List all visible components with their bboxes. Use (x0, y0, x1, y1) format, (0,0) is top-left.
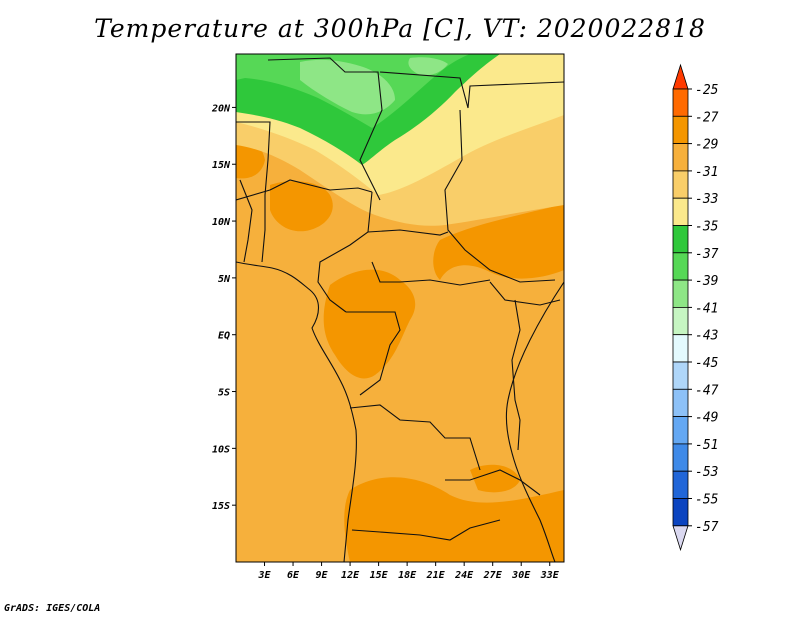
colorbar-top-arrow (672, 63, 689, 90)
map-plot-area (236, 54, 564, 562)
colorbar-label: -43 (695, 329, 718, 344)
colorbar-label: -53 (695, 465, 718, 480)
colorbar-label: -49 (695, 411, 718, 426)
colorbar-label: -51 (695, 438, 718, 453)
longitude-axis: 3E 6E 9E 12E 15E 18E 21E 24E 27E 30E 33E (257, 562, 560, 581)
temp-band-warm-central (323, 269, 416, 379)
colorbar-segment (672, 498, 689, 527)
colorbar-label: -45 (695, 356, 719, 371)
map-title: Temperature at 300hPa [C], VT: 202002281… (94, 14, 706, 43)
lon-label: 15E (370, 570, 389, 581)
lat-label: 15S (212, 501, 230, 512)
border-car (367, 229, 449, 236)
border-chad-sudan (444, 109, 556, 283)
latitude-axis: 20N 15N 10N 5N EQ 5S 10S 15S (211, 103, 236, 512)
colorbar: -25 -27 -29 -31 -33 -35 -37 -39 -41 -43 -45 -47 -49 -… (672, 63, 719, 552)
lat-label: 10N (212, 217, 231, 228)
colorbar-bottom-arrow (672, 525, 689, 552)
colorbar-label: -31 (695, 165, 718, 180)
colorbar-label: -55 (695, 493, 719, 508)
lon-label: 3E (257, 570, 271, 581)
colorbar-label: -35 (695, 220, 719, 235)
border-east-africa (489, 281, 561, 306)
colorbar-segment (672, 443, 689, 472)
lat-label: EQ (218, 331, 230, 342)
lat-label: 5S (218, 388, 230, 399)
colorbar-segment (672, 416, 689, 445)
temp-band-warm-southeast (470, 464, 520, 493)
colorbar-label: -29 (695, 138, 718, 153)
lon-label: 33E (540, 570, 560, 581)
lon-label: 18E (398, 570, 417, 581)
colorbar-segment (672, 388, 689, 417)
lon-label: 30E (511, 570, 531, 581)
colorbar-segment (672, 143, 689, 172)
colorbar-segment (672, 225, 689, 254)
lat-label: 10S (212, 444, 230, 455)
colorbar-segment (672, 470, 689, 499)
colorbar-segment (672, 252, 689, 281)
colorbar-label: -25 (695, 83, 719, 98)
temp-band-warm-chad (270, 181, 333, 232)
colorbar-segment (672, 279, 689, 308)
border-east-lakes (511, 299, 521, 451)
colorbar-label: -33 (695, 192, 718, 207)
temp-band-coldest-north (300, 59, 395, 115)
lon-label: 24E (454, 570, 474, 581)
colorbar-segment (672, 88, 689, 117)
country-borders (236, 57, 564, 562)
border-niger-nigeria (236, 179, 373, 201)
colorbar-segment (672, 361, 689, 390)
colorbar-label: -37 (695, 247, 719, 262)
border-libya-egypt (379, 71, 564, 109)
colorbar-label: -27 (695, 110, 719, 125)
lon-label: 12E (341, 570, 360, 581)
lat-label: 20N (211, 103, 231, 114)
colorbar-label: -47 (695, 383, 719, 398)
colorbar-segment (672, 334, 689, 363)
border-congo (346, 311, 401, 396)
border-drc-angola (349, 404, 481, 471)
map-frame (235, 53, 565, 563)
lon-label: 6E (287, 570, 300, 581)
border-car-south (371, 261, 491, 286)
border-west-africa (236, 121, 271, 263)
colorbar-segment (672, 115, 689, 145)
temp-band-warm-south (344, 477, 564, 562)
coastline-east (505, 281, 564, 562)
lon-label: 9E (316, 570, 329, 581)
grads-credit: GrADS: IGES/COLA (4, 603, 101, 614)
lon-label: 27E (483, 570, 503, 581)
border-west-africa-2 (239, 179, 253, 263)
lat-label: 15N (212, 160, 231, 171)
temp-band-warm-sudan (433, 205, 564, 280)
colorbar-label: -39 (695, 274, 718, 289)
colorbar-segment (672, 306, 689, 336)
lon-label: 21E (426, 570, 446, 581)
colorbar-segment (672, 197, 689, 226)
temp-band-coldest-north-2 (408, 57, 448, 76)
border-sahara-north (267, 57, 383, 201)
coastline-west (236, 261, 357, 562)
colorbar-segment (672, 170, 689, 199)
lat-label: 5N (218, 274, 231, 285)
colorbar-label: -57 (695, 520, 719, 535)
border-zambia (445, 469, 541, 496)
border-angola-namibia (351, 519, 501, 541)
colorbar-label: -41 (695, 301, 718, 316)
